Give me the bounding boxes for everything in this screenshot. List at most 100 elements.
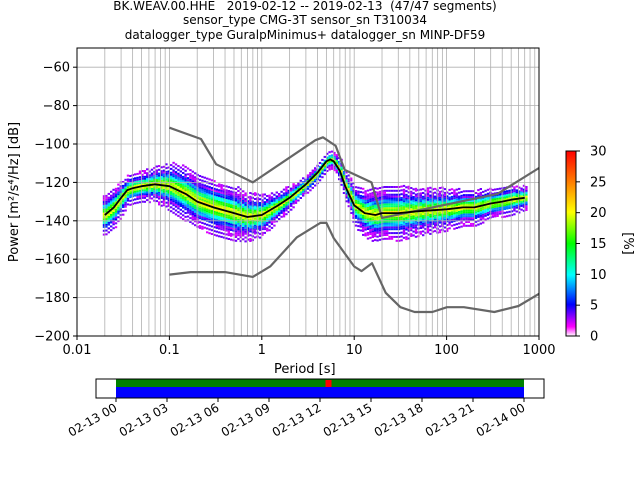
density-cell xyxy=(191,184,194,187)
density-cell xyxy=(450,197,454,200)
density-cell xyxy=(395,220,398,223)
density-cell xyxy=(105,198,108,201)
density-cell xyxy=(177,168,180,171)
density-cell xyxy=(479,222,482,225)
density-cell xyxy=(227,232,230,235)
density-cell xyxy=(460,212,463,215)
density-cell xyxy=(182,175,185,178)
density-cell xyxy=(230,238,233,241)
density-cell xyxy=(508,201,511,204)
density-cell xyxy=(482,208,485,211)
density-cell xyxy=(405,199,408,202)
density-cell xyxy=(354,186,358,189)
density-cell xyxy=(210,192,214,195)
density-cell xyxy=(201,227,204,230)
density-cell xyxy=(186,190,190,193)
density-cell xyxy=(153,186,156,189)
density-cell xyxy=(426,202,430,205)
density-cell xyxy=(220,226,223,229)
density-cell xyxy=(270,219,274,222)
density-cell xyxy=(258,227,262,229)
density-cell xyxy=(218,183,221,186)
density-cell xyxy=(258,205,262,208)
density-cell xyxy=(393,186,396,188)
density-cell xyxy=(352,193,355,196)
density-cell xyxy=(244,213,247,216)
density-cell xyxy=(366,218,370,221)
density-cell xyxy=(112,217,115,220)
density-cell xyxy=(220,199,223,202)
density-cell xyxy=(191,213,194,215)
density-cell xyxy=(136,197,139,200)
density-cell xyxy=(102,212,106,215)
density-cell xyxy=(246,205,250,208)
density-cell xyxy=(170,175,173,178)
density-cell xyxy=(186,205,190,208)
density-cell xyxy=(273,215,276,217)
density-cell xyxy=(292,202,295,205)
density-cell xyxy=(206,187,209,190)
density-cell xyxy=(225,198,228,201)
density-cell xyxy=(371,216,374,219)
density-cell xyxy=(244,225,247,227)
density-cell xyxy=(114,207,118,209)
density-cell xyxy=(239,203,242,206)
density-cell xyxy=(388,218,391,221)
density-cell xyxy=(383,222,386,225)
density-cell xyxy=(342,176,346,179)
density-cell xyxy=(383,234,386,236)
density-cell xyxy=(455,219,458,222)
density-cell xyxy=(362,228,365,231)
density-cell xyxy=(124,198,127,200)
density-cell xyxy=(184,190,187,193)
density-cell xyxy=(162,173,166,176)
density-cell xyxy=(143,191,146,194)
density-cell xyxy=(388,193,391,196)
density-cell xyxy=(513,196,516,198)
density-cell xyxy=(482,202,485,205)
density-cell xyxy=(162,204,166,207)
density-cell xyxy=(477,204,480,207)
grid-lines xyxy=(77,48,539,336)
density-cell xyxy=(225,218,228,221)
density-cell xyxy=(362,222,365,225)
density-cell xyxy=(275,195,278,198)
density-cell xyxy=(153,199,156,202)
density-cell xyxy=(237,211,240,214)
density-cell xyxy=(412,207,415,210)
density-cell xyxy=(117,193,120,196)
density-cell xyxy=(390,224,394,227)
density-cell xyxy=(414,224,418,227)
density-cell xyxy=(290,201,293,203)
density-cell xyxy=(314,169,317,172)
density-cell xyxy=(258,221,262,224)
density-cell xyxy=(208,228,211,231)
density-cell xyxy=(194,197,197,200)
density-cell xyxy=(230,213,233,216)
density-cell xyxy=(410,196,413,199)
density-cell xyxy=(208,190,211,192)
density-cell xyxy=(482,194,485,197)
density-cell xyxy=(383,220,386,223)
density-cell xyxy=(194,183,197,186)
density-cell xyxy=(376,231,379,234)
density-cell xyxy=(160,204,163,207)
density-cell xyxy=(191,174,194,177)
density-cell xyxy=(268,217,271,220)
density-cell xyxy=(407,216,410,219)
density-cell xyxy=(198,225,202,227)
density-cell xyxy=(398,228,401,231)
density-cell xyxy=(206,217,209,220)
density-cell xyxy=(186,215,190,218)
density-cell xyxy=(371,211,374,214)
density-cell xyxy=(162,169,166,172)
density-cell xyxy=(388,203,391,206)
density-cell xyxy=(107,202,110,205)
density-cell xyxy=(405,207,408,210)
density-cell xyxy=(321,162,324,165)
density-cell xyxy=(170,177,173,180)
density-cell xyxy=(270,198,274,201)
density-cell xyxy=(158,193,161,196)
density-cell xyxy=(189,180,192,183)
density-cell xyxy=(148,185,151,188)
